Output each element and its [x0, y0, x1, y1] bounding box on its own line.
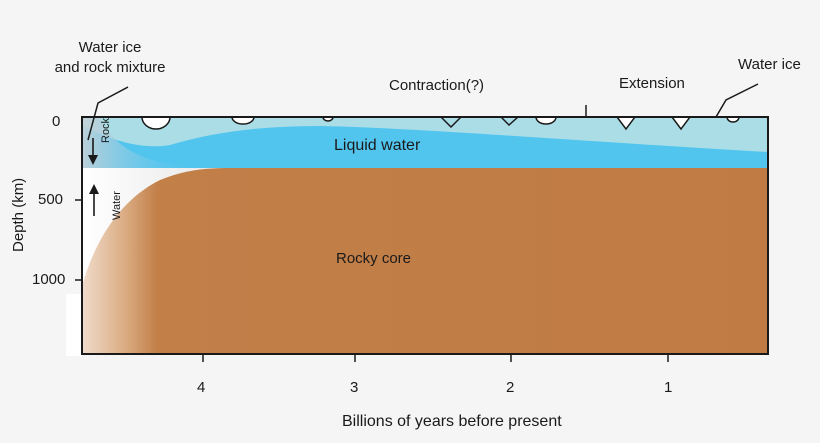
plot-frame [81, 116, 769, 355]
rock-arrow-label: Rock [100, 117, 112, 143]
x-tick-2: 2 [506, 379, 515, 396]
rock-ice-mixture-zone [82, 117, 200, 168]
liquid-water-label: Liquid water [334, 137, 421, 154]
liquid-water-ocean [82, 125, 768, 168]
y-tick-500: 500 [38, 191, 64, 208]
contraction-feature [500, 116, 519, 127]
down-arrow-icon [88, 155, 98, 165]
x-axis-ticks [202, 354, 669, 362]
mixture-leader-line [87, 86, 129, 141]
mixture-label-line2: and rock mixture [54, 59, 166, 76]
rocky-core [82, 168, 768, 354]
extension-label: Extension [619, 75, 685, 92]
y-axis-label: Depth (km) [10, 177, 27, 252]
y-tick-1000: 1000 [32, 271, 66, 288]
x-tick-4: 4 [197, 379, 206, 396]
water-ice-label: Water ice [738, 56, 801, 73]
water-arrow-label: Water [111, 191, 123, 220]
x-tick-3: 3 [350, 379, 359, 396]
water-ice-leader-line [715, 83, 759, 118]
left-white-patch [66, 294, 82, 356]
x-tick-1: 1 [664, 379, 673, 396]
rocky-core-label: Rocky core [336, 250, 412, 267]
mixture-label-line1: Water ice [78, 39, 142, 56]
y-axis-ticks [75, 199, 82, 281]
ice-dome-feature [231, 116, 255, 125]
contraction-label: Contraction(?) [389, 77, 485, 94]
ice-dome-feature [141, 116, 171, 130]
x-axis-label: Billions of years before present [342, 413, 562, 430]
contraction-feature [440, 116, 462, 129]
mixture-label: Water ice and rock mixture [40, 38, 180, 78]
y-tick-0: 0 [52, 113, 61, 130]
up-arrow-icon [89, 184, 99, 194]
